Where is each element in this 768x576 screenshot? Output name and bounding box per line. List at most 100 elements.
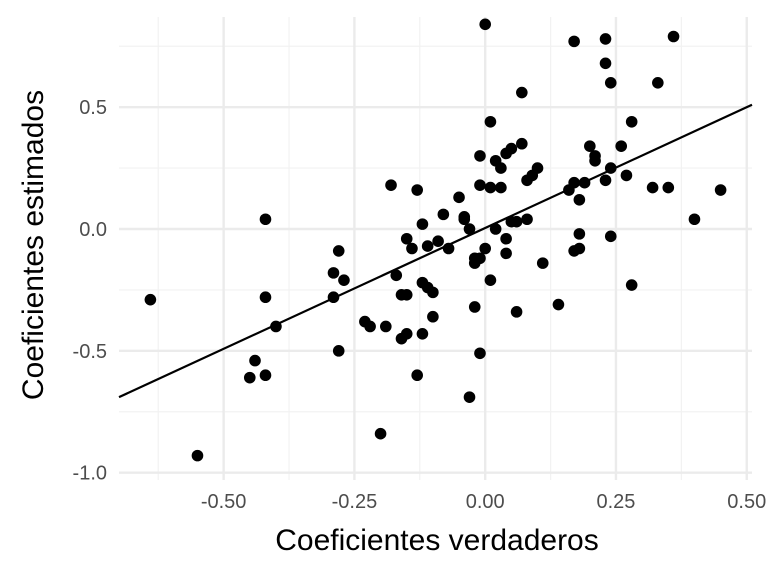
data-point xyxy=(427,310,439,323)
data-point xyxy=(144,293,157,306)
data-point xyxy=(484,274,497,286)
data-point xyxy=(327,267,340,279)
data-point xyxy=(625,115,638,128)
data-point xyxy=(458,213,471,226)
data-point xyxy=(400,232,413,245)
data-point xyxy=(374,427,387,440)
data-point xyxy=(400,289,413,301)
data-point xyxy=(416,218,429,230)
data-point xyxy=(468,301,481,313)
data-point xyxy=(437,208,450,221)
data-point xyxy=(599,33,612,45)
data-point xyxy=(505,142,518,155)
data-point xyxy=(688,213,701,226)
x-tick-label: -0.50 xyxy=(201,491,247,513)
data-point xyxy=(432,235,444,247)
x-tick-label: 0.00 xyxy=(466,491,505,513)
data-point xyxy=(599,174,612,187)
data-point xyxy=(259,369,272,382)
data-point xyxy=(474,347,486,360)
x-tick-labels: -0.50 -0.25 0.00 0.25 0.50 xyxy=(201,491,766,513)
data-point xyxy=(191,449,204,462)
data-point xyxy=(625,279,638,291)
x-axis-title: Coeficientes verdaderos xyxy=(275,524,599,557)
data-point xyxy=(390,269,403,282)
data-point xyxy=(604,230,617,243)
data-point xyxy=(667,30,680,43)
data-point xyxy=(474,179,486,191)
data-point xyxy=(411,184,423,196)
fit-line xyxy=(118,103,753,399)
data-point xyxy=(416,327,429,340)
data-point xyxy=(474,252,486,265)
data-point xyxy=(332,245,345,257)
data-point xyxy=(243,371,256,384)
data-point xyxy=(479,18,491,31)
data-point xyxy=(484,181,497,194)
x-tick-label: -0.25 xyxy=(332,491,378,513)
data-point xyxy=(589,154,601,167)
data-point xyxy=(338,274,350,286)
data-point xyxy=(604,76,617,89)
data-point xyxy=(573,193,586,206)
data-point xyxy=(531,162,544,174)
data-point xyxy=(249,354,261,367)
data-point xyxy=(463,391,476,403)
data-point xyxy=(421,240,434,252)
y-tick-label: 0.0 xyxy=(79,219,107,241)
major-gridlines xyxy=(119,17,752,480)
data-point xyxy=(332,345,345,357)
data-point xyxy=(495,162,507,174)
fit-line-group xyxy=(118,103,753,399)
data-point xyxy=(573,228,586,240)
x-tick-label: 0.25 xyxy=(597,491,636,513)
data-point xyxy=(516,137,528,150)
data-point xyxy=(714,184,727,196)
data-point xyxy=(380,320,392,333)
y-tick-labels: -1.0 -0.5 0.0 0.5 xyxy=(73,97,107,485)
data-point xyxy=(327,291,340,304)
data-point xyxy=(484,115,497,128)
data-point xyxy=(578,176,591,189)
data-point xyxy=(516,86,528,99)
data-point xyxy=(411,369,423,382)
data-point xyxy=(400,327,413,340)
data-point xyxy=(474,150,486,162)
data-point xyxy=(364,320,376,333)
data-point xyxy=(510,306,523,318)
y-tick-label: 0.5 xyxy=(79,97,107,119)
data-point xyxy=(406,242,418,255)
data-point xyxy=(568,35,580,48)
y-axis-title: Coeficientes estimados xyxy=(17,90,50,400)
data-point xyxy=(463,223,476,235)
data-point xyxy=(521,213,533,226)
data-point xyxy=(652,76,664,89)
data-point xyxy=(500,247,512,260)
data-point xyxy=(604,162,617,174)
y-tick-label: -0.5 xyxy=(73,341,107,363)
data-point xyxy=(662,181,675,194)
data-point xyxy=(495,181,507,194)
y-tick-label: -1.0 xyxy=(73,463,107,485)
data-point xyxy=(453,191,465,204)
data-points xyxy=(144,18,727,462)
data-point xyxy=(552,298,565,311)
x-tick-label: 0.50 xyxy=(727,491,766,513)
data-point xyxy=(489,223,502,235)
data-point xyxy=(259,291,272,304)
data-point xyxy=(568,176,580,189)
data-point xyxy=(573,242,586,255)
data-point xyxy=(536,257,549,269)
data-point xyxy=(270,320,282,333)
data-point xyxy=(615,140,628,152)
data-point xyxy=(599,57,612,70)
data-point xyxy=(584,140,596,152)
data-point xyxy=(479,242,491,255)
data-point xyxy=(510,215,523,228)
data-point xyxy=(427,286,439,299)
data-point xyxy=(500,232,512,245)
data-point xyxy=(259,213,272,226)
data-point xyxy=(620,169,633,182)
data-point xyxy=(385,179,397,191)
